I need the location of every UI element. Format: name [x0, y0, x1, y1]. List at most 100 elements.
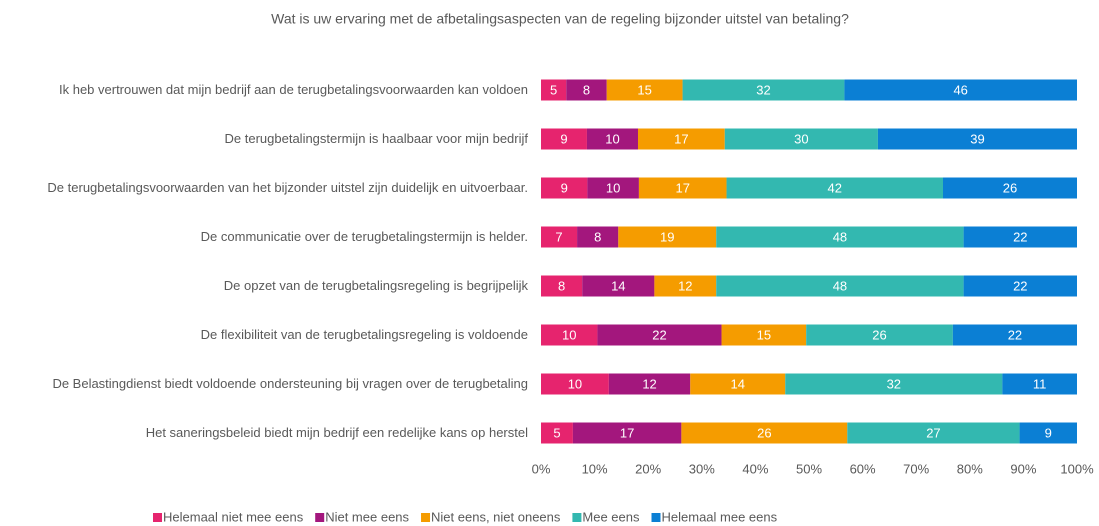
category-label: De communicatie over de terugbetalingste…: [200, 229, 528, 244]
bar-segment: [963, 275, 1077, 297]
category-label-box: Ik heb vertrouwen dat mijn bedrijf aan d…: [8, 81, 528, 99]
bar-segment: [682, 79, 845, 101]
bar-segment: [654, 275, 717, 297]
bar-segment: [952, 324, 1077, 346]
chart-title: Wat is uw ervaring met de afbetalingsasp…: [271, 11, 849, 27]
x-tick-label: 70%: [903, 461, 929, 476]
bar-segment: [541, 128, 587, 150]
x-tick-label: 20%: [635, 461, 661, 476]
bar-segment: [844, 79, 1077, 101]
data-label: 12: [642, 376, 656, 391]
x-tick-label: 90%: [1010, 461, 1036, 476]
bar-segment: [587, 177, 639, 199]
bar-segment: [1002, 373, 1077, 395]
bar-segment: [577, 226, 619, 248]
x-tick-label: 50%: [796, 461, 822, 476]
legend-swatch: [315, 513, 325, 522]
category-label-box: De communicatie over de terugbetalingste…: [8, 228, 528, 246]
bar-segment: [681, 422, 848, 444]
data-label: 26: [1003, 180, 1017, 195]
bar-segment: [541, 422, 573, 444]
bar-segment: [1019, 422, 1077, 444]
data-label: 14: [611, 278, 625, 293]
category-label-box: De terugbetalingsvoorwaarden van het bij…: [8, 179, 528, 197]
data-label: 10: [605, 131, 619, 146]
x-tick-label: 40%: [742, 461, 768, 476]
bar-segment: [582, 275, 655, 297]
bar-segment: [806, 324, 953, 346]
x-tick-label: 10%: [582, 461, 608, 476]
legend-swatch: [651, 513, 661, 522]
bar-segment: [716, 226, 964, 248]
data-label: 22: [1013, 229, 1027, 244]
bar-segment: [847, 422, 1020, 444]
bar-segment: [606, 79, 683, 101]
data-label: 48: [833, 278, 847, 293]
data-label: 11: [1033, 376, 1047, 391]
data-label: 48: [833, 229, 847, 244]
data-label: 30: [794, 131, 808, 146]
bar-segment: [541, 324, 598, 346]
bar-segment: [963, 226, 1077, 248]
data-label: 19: [660, 229, 674, 244]
data-label: 10: [606, 180, 620, 195]
bar-segment: [724, 128, 878, 150]
data-label: 22: [1013, 278, 1027, 293]
x-tick-label: 0%: [532, 461, 551, 476]
category-label-box: De opzet van de terugbetalingsregeling i…: [8, 277, 528, 295]
bar-segment: [586, 128, 638, 150]
legend-swatch: [572, 513, 582, 522]
bar-segment: [637, 128, 725, 150]
data-label: 7: [555, 229, 562, 244]
bar-segment: [721, 324, 807, 346]
data-label: 42: [828, 180, 842, 195]
legend-swatch: [421, 513, 431, 522]
data-label: 39: [970, 131, 984, 146]
data-label: 32: [756, 82, 770, 97]
bar-segment: [572, 422, 682, 444]
legend-swatch: [153, 513, 162, 522]
data-label: 32: [887, 376, 901, 391]
legend-label: Niet eens, niet oneens: [431, 509, 561, 524]
bar-segment: [608, 373, 691, 395]
category-label-box: De Belastingdienst biedt voldoende onder…: [8, 375, 528, 393]
category-label: De flexibiliteit van de terugbetalingsre…: [200, 327, 528, 342]
data-label: 26: [872, 327, 886, 342]
category-label-box: De terugbetalingstermijn is haalbaar voo…: [8, 130, 528, 148]
bar-segment: [877, 128, 1077, 150]
bar-segment: [638, 177, 727, 199]
x-tick-label: 30%: [689, 461, 715, 476]
x-tick-label: 100%: [1060, 461, 1094, 476]
bar-segment: [541, 79, 567, 101]
data-label: 14: [731, 376, 745, 391]
data-label: 8: [583, 82, 590, 97]
legend-label: Helemaal mee eens: [662, 509, 778, 524]
bar-segment: [566, 79, 607, 101]
category-label-box: De flexibiliteit van de terugbetalingsre…: [8, 326, 528, 344]
category-label: Het saneringsbeleid biedt mijn bedrijf e…: [145, 425, 528, 440]
category-label: De Belastingdienst biedt voldoende onder…: [52, 376, 528, 391]
bar-segment: [785, 373, 1003, 395]
bar-segment: [541, 177, 588, 199]
bar-segment: [541, 373, 609, 395]
legend-label: Helemaal niet mee eens: [163, 509, 304, 524]
legend-label: Niet mee eens: [325, 509, 409, 524]
x-tick-label: 80%: [957, 461, 983, 476]
bar-segment: [716, 275, 964, 297]
data-label: 46: [953, 82, 967, 97]
category-label: De opzet van de terugbetalingsregeling i…: [223, 278, 528, 293]
bar-segment: [726, 177, 943, 199]
data-label: 9: [1045, 425, 1052, 440]
bar-segment: [690, 373, 786, 395]
category-label: De terugbetalingsvoorwaarden van het bij…: [47, 180, 528, 195]
bar-segment: [597, 324, 722, 346]
data-label: 12: [678, 278, 692, 293]
bar-segment: [943, 177, 1077, 199]
data-label: 26: [757, 425, 771, 440]
data-label: 9: [560, 131, 567, 146]
data-label: 22: [1008, 327, 1022, 342]
x-tick-label: 60%: [850, 461, 876, 476]
bar-segment: [618, 226, 717, 248]
